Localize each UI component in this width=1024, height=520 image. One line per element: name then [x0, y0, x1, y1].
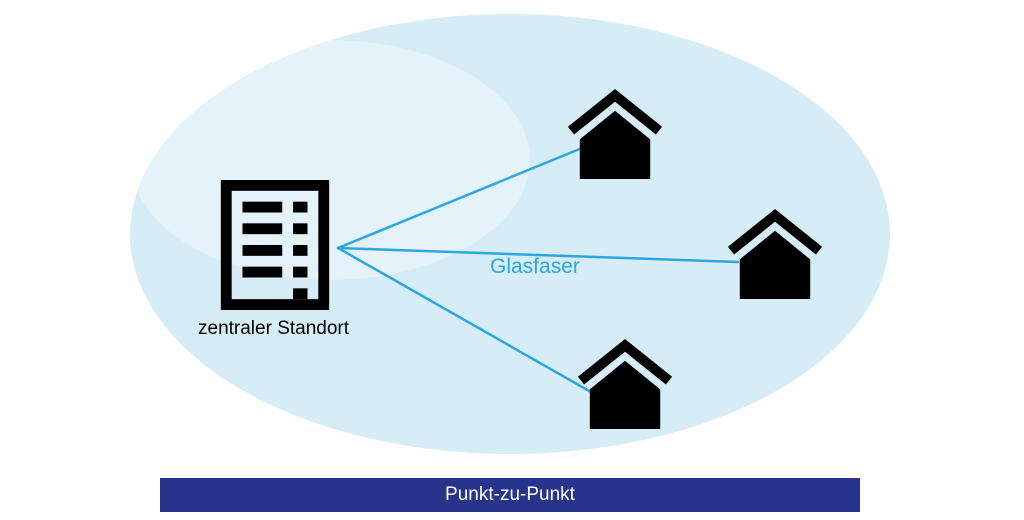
house-icon [560, 80, 670, 190]
diagram-stage: zentraler Standort Glasfaser Punkt-zu-Pu… [0, 0, 1024, 520]
caption-bar: Punkt-zu-Punkt [160, 478, 860, 512]
house-icon [720, 200, 830, 310]
caption-text: Punkt-zu-Punkt [445, 484, 575, 506]
ellipse-highlight [130, 40, 530, 280]
central-building-icon [220, 180, 330, 310]
house-icon [570, 330, 680, 440]
central-location-label: zentraler Standort [198, 318, 349, 340]
fiber-label: Glasfaser [490, 255, 580, 279]
